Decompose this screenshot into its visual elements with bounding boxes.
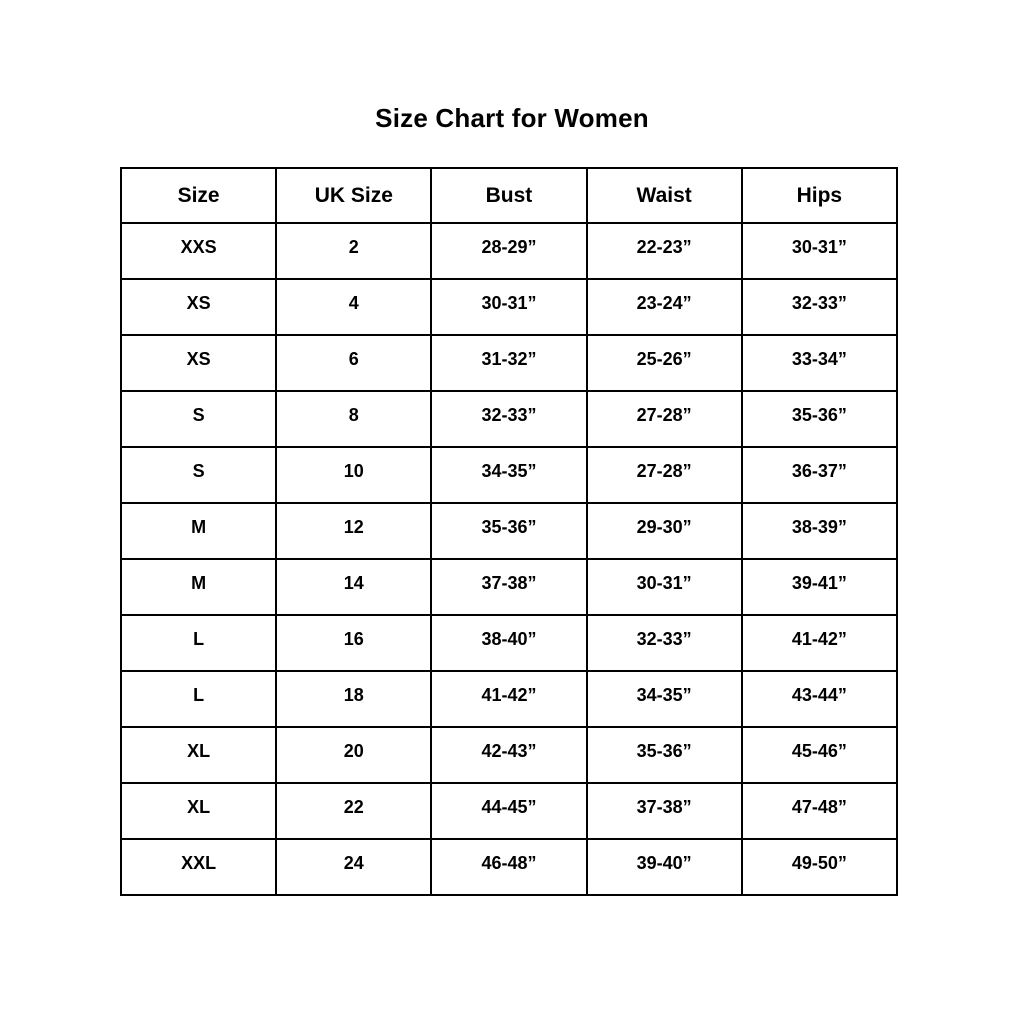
table-cell: 32-33”	[430, 390, 588, 448]
table-cell: 47-48”	[740, 782, 899, 840]
table-cell: L	[119, 670, 278, 728]
table-cell: XS	[119, 334, 278, 392]
table-cell: 39-41”	[740, 558, 899, 616]
table-cell: S	[119, 390, 278, 448]
table-cell: 42-43”	[430, 726, 588, 784]
table-cell: 46-48”	[430, 838, 588, 896]
table-cell: 45-46”	[740, 726, 899, 784]
table-cell: 12	[275, 502, 433, 560]
table-cell: 38-39”	[740, 502, 899, 560]
table-cell: M	[119, 558, 278, 616]
table-cell: 32-33”	[585, 614, 743, 672]
table-cell: L	[119, 614, 278, 672]
table-cell: 36-37”	[740, 446, 899, 504]
table-row: XXS 2 28-29” 22-23” 30-31”	[119, 222, 899, 280]
table-cell: 38-40”	[430, 614, 588, 672]
table-cell: 14	[275, 558, 433, 616]
table-cell: 30-31”	[585, 558, 743, 616]
table-cell: 6	[275, 334, 433, 392]
table-row: S 8 32-33” 27-28” 35-36”	[119, 390, 899, 448]
header-row: Size UK Size Bust Waist Hips	[119, 167, 899, 224]
table-cell: 39-40”	[585, 838, 743, 896]
size-chart-table: Size UK Size Bust Waist Hips XXS 2 28-29” 22-23…	[119, 167, 899, 896]
table-cell: 22-23”	[585, 222, 743, 280]
table-cell: XXL	[119, 838, 278, 896]
table-cell: XXS	[119, 222, 278, 280]
table-row: XS 4 30-31” 23-24” 32-33”	[119, 278, 899, 336]
table-cell: 18	[275, 670, 433, 728]
table-cell: 37-38”	[430, 558, 588, 616]
table-cell: XL	[119, 726, 278, 784]
table-row: L 16 38-40” 32-33” 41-42”	[119, 614, 899, 672]
table-cell: 34-35”	[585, 670, 743, 728]
table-cell: 27-28”	[585, 446, 743, 504]
table-cell: 34-35”	[430, 446, 588, 504]
table-cell: 25-26”	[585, 334, 743, 392]
table-cell: 28-29”	[430, 222, 588, 280]
table-cell: 31-32”	[430, 334, 588, 392]
table-cell: 33-34”	[740, 334, 899, 392]
column-header: Hips	[740, 167, 899, 224]
column-header: Bust	[430, 167, 588, 224]
table-cell: 29-30”	[585, 502, 743, 560]
table-cell: 35-36”	[740, 390, 899, 448]
table-cell: 22	[275, 782, 433, 840]
table-cell: XL	[119, 782, 278, 840]
table-row: XL 22 44-45” 37-38” 47-48”	[119, 782, 899, 840]
table-cell: 41-42”	[430, 670, 588, 728]
table-header: Size UK Size Bust Waist Hips	[119, 167, 899, 224]
table-cell: 27-28”	[585, 390, 743, 448]
table-cell: 4	[275, 278, 433, 336]
table-cell: 16	[275, 614, 433, 672]
column-header: Waist	[585, 167, 743, 224]
table-row: L 18 41-42” 34-35” 43-44”	[119, 670, 899, 728]
table-row: XL 20 42-43” 35-36” 45-46”	[119, 726, 899, 784]
table-cell: 43-44”	[740, 670, 899, 728]
column-header: UK Size	[275, 167, 433, 224]
table-cell: 32-33”	[740, 278, 899, 336]
table-row: M 12 35-36” 29-30” 38-39”	[119, 502, 899, 560]
table-row: XXL 24 46-48” 39-40” 49-50”	[119, 838, 899, 896]
table-cell: 8	[275, 390, 433, 448]
table-row: M 14 37-38” 30-31” 39-41”	[119, 558, 899, 616]
table-body: XXS 2 28-29” 22-23” 30-31” XS 4 30-31” 23-24” 32-…	[119, 222, 899, 896]
table-cell: 30-31”	[740, 222, 899, 280]
table-cell: 49-50”	[740, 838, 899, 896]
table-cell: 35-36”	[430, 502, 588, 560]
table-cell: 23-24”	[585, 278, 743, 336]
table-row: XS 6 31-32” 25-26” 33-34”	[119, 334, 899, 392]
table-cell: 24	[275, 838, 433, 896]
table-cell: 41-42”	[740, 614, 899, 672]
table-cell: 37-38”	[585, 782, 743, 840]
table-cell: 20	[275, 726, 433, 784]
table-cell: S	[119, 446, 278, 504]
column-header: Size	[119, 167, 278, 224]
table-cell: 2	[275, 222, 433, 280]
table-cell: 30-31”	[430, 278, 588, 336]
page-title: Size Chart for Women	[375, 103, 649, 133]
table-cell: 35-36”	[585, 726, 743, 784]
table-cell: XS	[119, 278, 278, 336]
table-cell: 10	[275, 446, 433, 504]
table-row: S 10 34-35” 27-28” 36-37”	[119, 446, 899, 504]
table-cell: 44-45”	[430, 782, 588, 840]
table-cell: M	[119, 502, 278, 560]
